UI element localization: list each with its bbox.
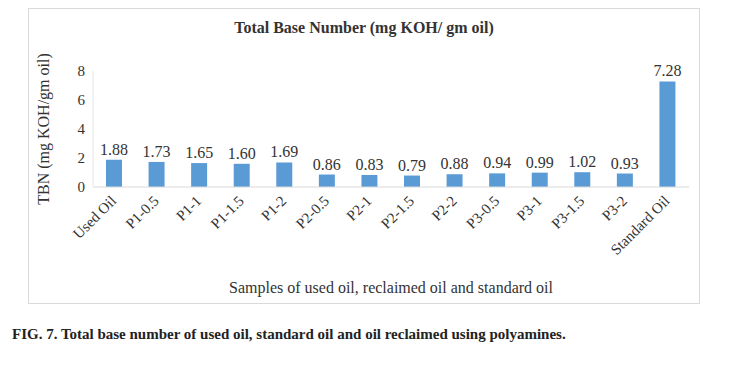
svg-text:P3-2: P3-2 [599,193,630,224]
svg-text:P3-1.5: P3-1.5 [548,193,587,232]
svg-text:TBN (mg KOH/gm oil): TBN (mg KOH/gm oil) [35,53,53,205]
svg-text:Standard Oil: Standard Oil [607,193,672,258]
svg-text:P1-1: P1-1 [173,193,204,224]
svg-text:0.94: 0.94 [483,154,511,171]
svg-text:1.60: 1.60 [228,145,256,162]
svg-text:0.86: 0.86 [313,156,341,173]
svg-text:0.88: 0.88 [441,155,469,172]
svg-text:4: 4 [78,121,86,137]
svg-text:0.93: 0.93 [611,155,639,172]
svg-text:2: 2 [78,150,86,166]
svg-text:1.69: 1.69 [270,143,298,160]
svg-text:0.79: 0.79 [398,157,426,174]
svg-text:P1-0.5: P1-0.5 [122,193,161,232]
svg-text:1.73: 1.73 [143,143,171,160]
html-text:Total Base Number (mg KOH/ gm: Total Base Number (mg KOH/ gm oil) [234,19,494,36]
svg-text:P2-2: P2-2 [428,193,459,224]
svg-text:1.65: 1.65 [185,144,213,161]
svg-text:0: 0 [78,179,86,195]
svg-text:P1-1.5: P1-1.5 [208,193,247,232]
svg-text:1.02: 1.02 [568,153,596,170]
svg-text:0.99: 0.99 [526,154,554,171]
svg-text:P1-2: P1-2 [258,193,289,224]
svg-text:P2-1: P2-1 [343,193,374,224]
svg-text:0.83: 0.83 [355,156,383,173]
svg-text:P2-1.5: P2-1.5 [378,193,417,232]
svg-text:P3-0.5: P3-0.5 [463,193,502,232]
svg-text:Used Oil: Used Oil [70,193,119,242]
svg-text:6: 6 [78,92,86,108]
html-text:FIG. 7. Total base number of u: FIG. 7. Total base number of used oil, s… [12,326,566,342]
svg-text:Samples of used oil, reclaimed: Samples of used oil, reclaimed oil and s… [229,279,553,297]
svg-text:1.88: 1.88 [100,141,128,158]
svg-text:P2-0.5: P2-0.5 [293,193,332,232]
svg-text:8: 8 [78,63,86,79]
svg-text:P3-1: P3-1 [514,193,545,224]
svg-text:7.28: 7.28 [653,62,681,79]
